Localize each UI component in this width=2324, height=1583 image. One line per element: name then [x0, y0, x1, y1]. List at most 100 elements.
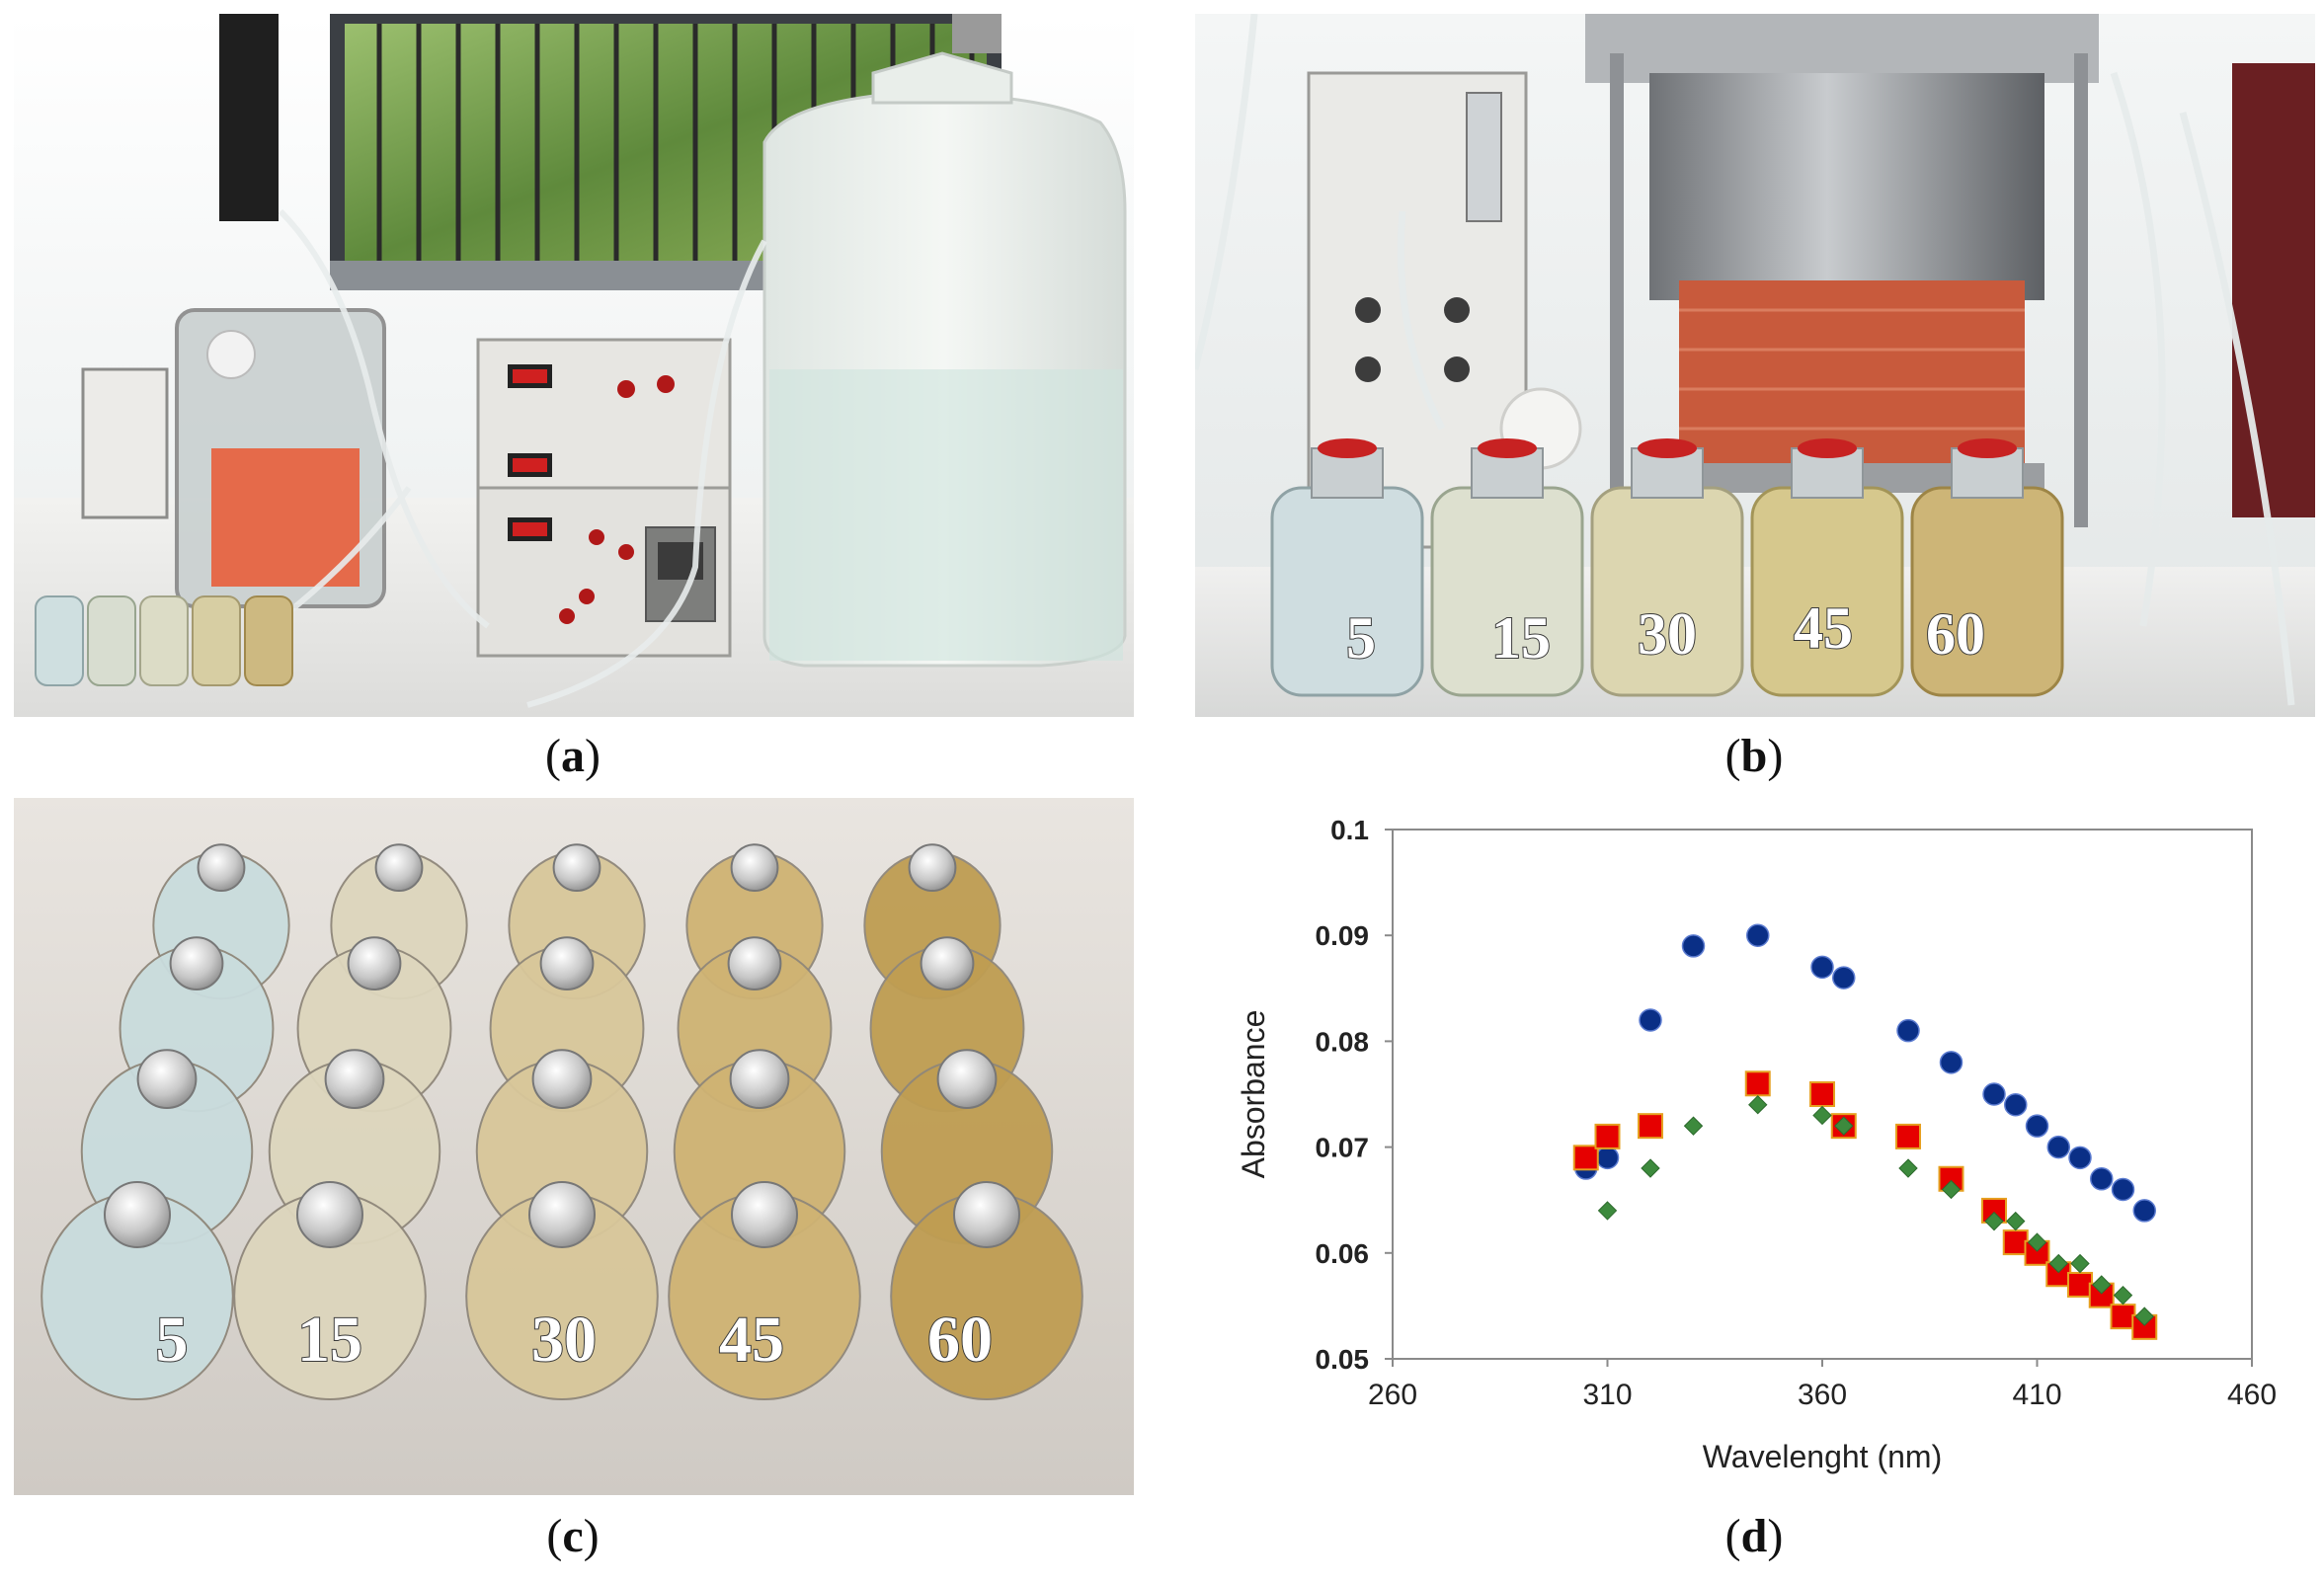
data-point-square	[1638, 1113, 1663, 1140]
panel-c-letter: c	[562, 1510, 584, 1562]
data-point-circle	[2090, 1167, 2114, 1191]
panel-b-letter: b	[1740, 730, 1768, 782]
x-axis-ticks: 260 310 360 410 460	[1368, 1359, 2277, 1411]
panel-d-caption: (d)	[1724, 1510, 1784, 1562]
bottle-c-label-5: 60	[927, 1304, 993, 1376]
chart-panel-d: 0.05 0.06 0.07 0.08 0.09 0.1 260 310 360 410 460 …	[1195, 798, 2315, 1495]
y-tick-label: 0.08	[1316, 1026, 1370, 1057]
photo-panel-c: 5 15 30 45 60	[14, 798, 1134, 1495]
bottle-c-cap	[539, 936, 595, 991]
data-point-circle	[1681, 934, 1706, 958]
data-point-circle	[1639, 1008, 1662, 1032]
data-point-square	[2110, 1304, 2136, 1330]
panel-d-letter: d	[1740, 1510, 1768, 1562]
bottle-c-cap	[347, 936, 402, 991]
bottle-c-cap	[936, 1049, 998, 1110]
data-point-circle	[2068, 1146, 2092, 1170]
data-point-diamond	[1641, 1158, 1660, 1178]
y-axis-label: Absorbance	[1236, 1010, 1271, 1179]
data-point-square	[1572, 1145, 1599, 1171]
panel-b-caption: (b)	[1724, 730, 1784, 782]
data-point-circle	[2025, 1114, 2049, 1138]
data-point-diamond	[1984, 1211, 2004, 1231]
data-point-circle	[2004, 1092, 2028, 1117]
data-point-circle	[2111, 1177, 2135, 1202]
data-point-diamond	[1898, 1158, 1918, 1178]
data-point-circle	[1982, 1082, 2006, 1106]
bottle-row-b	[1270, 438, 2064, 697]
photo-panel-a	[14, 14, 1134, 717]
bottle-b-label-4: 45	[1794, 595, 1853, 661]
x-tick-label: 410	[2012, 1379, 2061, 1411]
data-point-diamond	[2006, 1211, 2026, 1231]
bottle-b-label-5: 60	[1926, 601, 1985, 667]
data-point-square	[1895, 1123, 1921, 1149]
bottle-b-3	[1590, 438, 1744, 697]
bottle-c-cap	[730, 843, 779, 892]
data-point-circle	[2132, 1199, 2156, 1223]
y-tick-label: 0.05	[1316, 1344, 1370, 1375]
data-point-square	[2002, 1229, 2029, 1256]
bottle-b-label-1: 5	[1346, 605, 1376, 671]
photo-panel-b: 5 15 30 45 60	[1195, 14, 2315, 717]
y-axis-ticks: 0.05 0.06 0.07 0.08 0.09 0.1	[1316, 815, 1393, 1375]
bottle-c-cap	[169, 936, 224, 991]
bottle-c-cap	[528, 1181, 596, 1248]
bottle-c-cap	[727, 936, 782, 991]
bottle-c-cap	[324, 1049, 385, 1110]
data-point-diamond	[2134, 1306, 2154, 1326]
data-point-diamond	[2113, 1285, 2133, 1306]
panel-a-caption: (a)	[545, 730, 601, 782]
panel-c-caption: (c)	[546, 1510, 600, 1562]
data-point-diamond	[2070, 1253, 2090, 1274]
data-point-diamond	[1683, 1116, 1704, 1136]
data-point-circle	[1810, 955, 1834, 980]
bottles-near-reactor-photo: 5 15 30 45 60	[1195, 14, 2315, 717]
bottle-c-cap	[552, 843, 601, 892]
y-tick-label: 0.1	[1330, 815, 1369, 845]
data-points	[1572, 923, 2158, 1340]
data-point-diamond	[1941, 1179, 1962, 1200]
data-point-diamond	[1812, 1105, 1832, 1126]
bottle-b-1	[1270, 438, 1424, 697]
panel-a-letter: a	[561, 730, 585, 782]
x-tick-label: 260	[1368, 1379, 1417, 1411]
data-point-square	[1744, 1070, 1771, 1097]
data-point-diamond	[2027, 1232, 2047, 1252]
data-point-diamond	[2092, 1275, 2112, 1295]
bottle-c-cap	[920, 936, 975, 991]
x-axis-label: Wavelenght (nm)	[1703, 1439, 1942, 1474]
bottle-b-label-2: 15	[1491, 605, 1551, 671]
data-point-circle	[2046, 1135, 2070, 1159]
bottle-c-label-3: 30	[531, 1304, 597, 1376]
data-point-square	[2067, 1271, 2093, 1298]
data-point-diamond	[2048, 1253, 2068, 1274]
bottle-c-cap	[908, 843, 957, 892]
bottle-b-5	[1910, 438, 2064, 697]
bottle-c-label-4: 45	[719, 1304, 784, 1376]
data-point-circle	[1896, 1018, 1920, 1043]
data-point-circle	[1595, 1146, 1620, 1170]
data-point-circle	[1746, 923, 1770, 947]
y-tick-label: 0.09	[1316, 920, 1370, 951]
bottle-c-cap	[729, 1049, 790, 1110]
y-tick-label: 0.06	[1316, 1238, 1370, 1269]
bottle-c-label-1: 5	[156, 1304, 189, 1376]
bottle-c-cap	[531, 1049, 593, 1110]
bottle-grid-photo: 5 15 30 45 60	[14, 798, 1134, 1495]
x-tick-label: 360	[1798, 1379, 1847, 1411]
data-point-circle	[1832, 966, 1856, 989]
x-tick-label: 460	[2227, 1379, 2277, 1411]
absorbance-chart: 0.050.060.070.080.090.1 260 310 360 410 460 …	[1236, 815, 2277, 1474]
bottle-b-4	[1750, 438, 1904, 697]
lab-setup-photo	[14, 14, 1134, 717]
bottle-b-2	[1430, 438, 1584, 697]
data-point-diamond	[1834, 1116, 1854, 1136]
bottle-c-cap	[953, 1181, 1020, 1248]
x-tick-label: 310	[1582, 1379, 1632, 1411]
bottle-grid-c	[40, 843, 1083, 1400]
data-point-diamond	[1748, 1095, 1768, 1115]
bottle-c-cap	[296, 1181, 363, 1248]
data-point-square	[1809, 1081, 1835, 1107]
data-point-circle	[1939, 1051, 1963, 1074]
